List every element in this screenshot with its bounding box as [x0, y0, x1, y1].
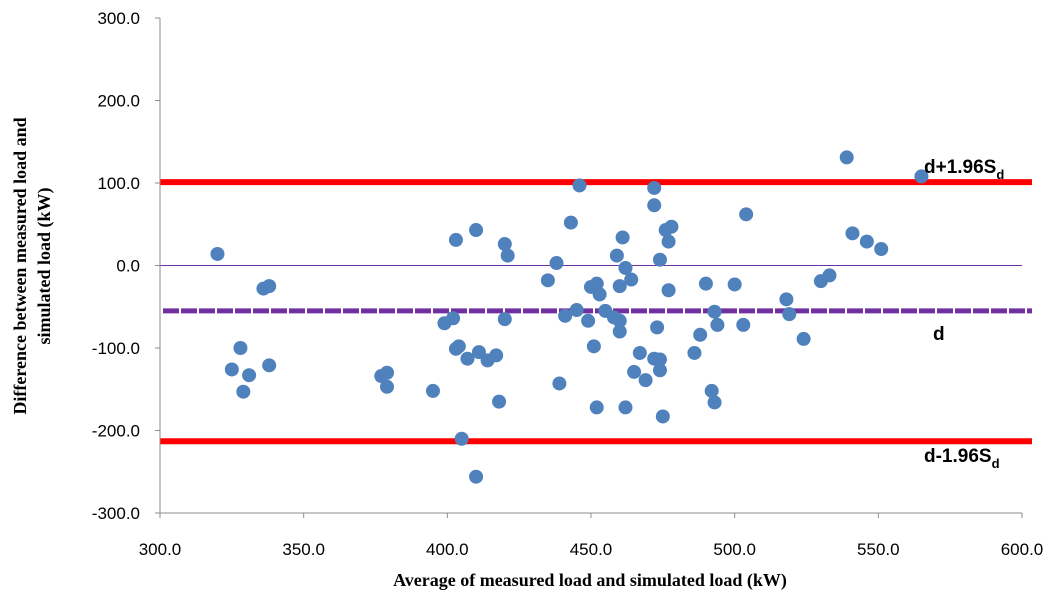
data-point [779, 292, 794, 307]
data-point [624, 272, 639, 287]
y-axis-title-line2: simulated load (kW) [34, 187, 55, 344]
data-point [497, 237, 512, 252]
x-axis-ticks: 300.0 350.0 400.0 450.0 500.0 550.0 600.0 [139, 513, 1044, 559]
data-point [233, 341, 248, 355]
data-point [739, 207, 754, 222]
data-point [379, 365, 394, 380]
data-point [652, 352, 667, 367]
data-point [822, 268, 837, 283]
data-point [661, 283, 676, 298]
data-point [650, 320, 665, 335]
data-point [618, 260, 633, 275]
mean-difference-label: d [933, 324, 945, 345]
y-tick-label: -100.0 [92, 339, 140, 358]
data-point [572, 178, 587, 193]
data-point [796, 331, 811, 346]
x-tick-label: 550.0 [857, 540, 900, 559]
data-point [612, 324, 627, 339]
data-point [492, 394, 507, 409]
data-point [500, 248, 515, 263]
y-axis-title-line1: Difference between measured load and [10, 117, 30, 414]
data-point [652, 252, 667, 267]
x-tick-label: 500.0 [713, 540, 756, 559]
y-tick-label: 0.0 [116, 257, 140, 276]
data-point [632, 345, 647, 360]
data-point [581, 313, 596, 328]
data-point [497, 312, 512, 327]
data-point [687, 345, 702, 360]
data-point [612, 313, 627, 328]
data-point [469, 469, 484, 484]
data-point [569, 303, 584, 318]
x-axis-title: Average of measured load and simulated l… [393, 570, 787, 591]
x-tick-label: 350.0 [282, 540, 325, 559]
data-point [704, 383, 719, 398]
data-point [469, 223, 484, 238]
data-point [262, 358, 277, 373]
y-tick-label: -300.0 [92, 504, 140, 523]
data-point [647, 198, 662, 213]
y-tick-label: 200.0 [97, 92, 140, 111]
y-tick-label: 300.0 [97, 9, 140, 28]
data-point [638, 373, 653, 388]
data-point [839, 150, 854, 165]
horizontal-reference-lines [160, 179, 1032, 445]
data-point [845, 226, 860, 241]
data-point [874, 242, 889, 256]
data-point [693, 327, 708, 342]
y-tick-label: 100.0 [97, 174, 140, 193]
data-point [446, 311, 461, 326]
y-tick-label: -200.0 [92, 422, 140, 441]
data-point [558, 308, 573, 323]
data-point [262, 279, 277, 294]
data-point [647, 180, 662, 195]
data-point [914, 169, 929, 184]
data-point [618, 400, 633, 415]
data-point [592, 287, 607, 302]
upper-limit-label: d+1.96Sd [924, 157, 1004, 182]
data-point [448, 232, 463, 247]
data-point [661, 234, 676, 249]
data-point [736, 317, 751, 332]
x-tick-label: 300.0 [139, 540, 182, 559]
data-point [782, 307, 797, 322]
data-point [210, 246, 225, 261]
data-point [707, 395, 722, 410]
data-point [563, 215, 578, 230]
x-tick-label: 400.0 [426, 540, 469, 559]
scatter-points [210, 150, 929, 484]
data-point [652, 363, 667, 378]
data-point [698, 276, 713, 291]
data-point [451, 339, 466, 354]
data-point [242, 368, 257, 383]
x-tick-label: 600.0 [1001, 540, 1044, 559]
data-point [425, 383, 440, 398]
data-point [586, 339, 601, 354]
data-point [710, 317, 725, 332]
data-point [664, 219, 679, 234]
data-point [627, 364, 642, 379]
data-point [549, 256, 564, 271]
data-point [655, 409, 670, 424]
data-point [609, 248, 624, 263]
data-point [612, 279, 627, 294]
lower-limit-label: d-1.96Sd [924, 446, 1000, 471]
y-axis-ticks: 300.0 200.0 100.0 0.0 -100.0 -200.0 -300.0 [92, 9, 160, 523]
data-point [589, 400, 604, 415]
x-tick-label: 450.0 [570, 540, 613, 559]
data-point [589, 276, 604, 291]
data-point [454, 431, 469, 446]
data-point [540, 273, 555, 288]
data-point [707, 304, 722, 319]
data-point [615, 230, 630, 245]
data-point [489, 348, 504, 363]
data-point [236, 384, 251, 399]
data-point [727, 277, 742, 292]
data-point [460, 351, 475, 366]
data-point [552, 376, 567, 391]
data-point [379, 379, 394, 394]
data-point [859, 234, 874, 249]
data-point [224, 362, 239, 377]
